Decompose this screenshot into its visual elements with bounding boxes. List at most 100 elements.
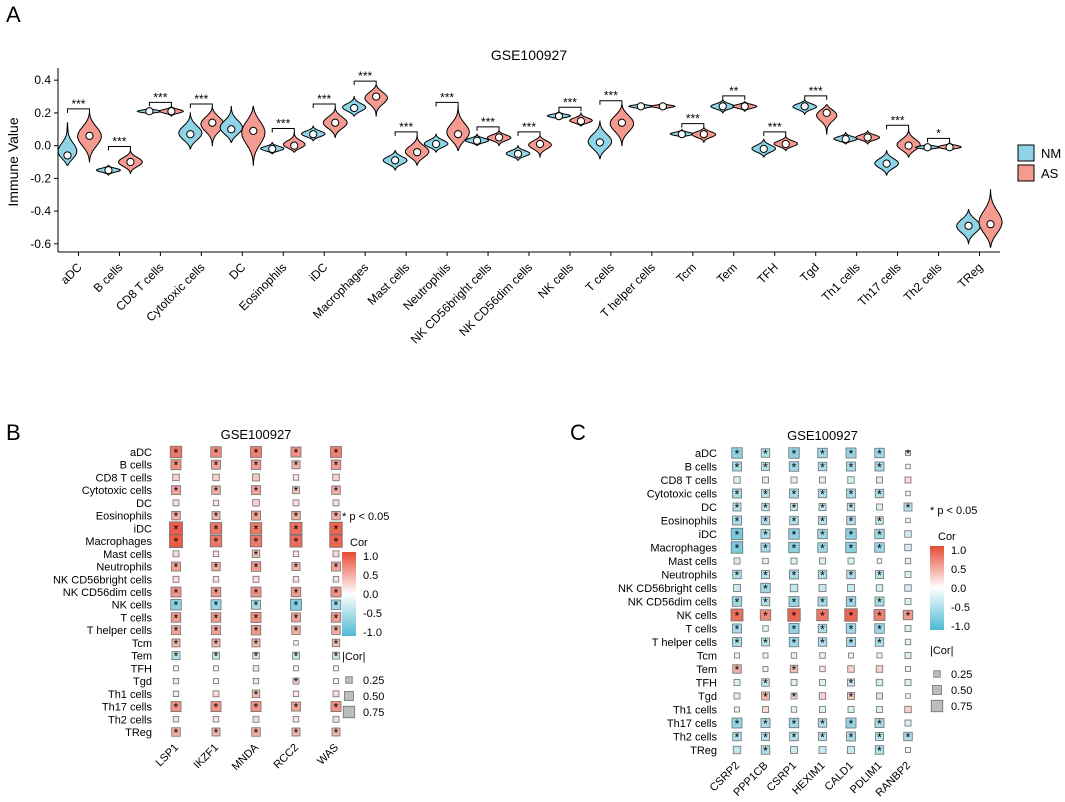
cor-cell-t-cells-rcc2	[291, 612, 301, 623]
median-point-nm-t-helper-cells	[636, 102, 645, 111]
sig-star-b-cells-csrp1: *	[792, 461, 797, 475]
significance-label-eosinophils: ***	[276, 117, 290, 131]
cor-cell-tcm-was	[331, 638, 341, 648]
median-point-nm-th1-cells	[841, 134, 850, 144]
sig-star-cytotoxic-cells-ppp1cb: *	[763, 488, 768, 502]
cor-cell-th1-cells-mnda	[251, 689, 261, 698]
cor-cell-th2-cells-hexim1	[818, 732, 827, 741]
sig-star-t-helper-cells-ikzf1: *	[214, 624, 219, 638]
sig-star-tfh-ppp1cb: *	[763, 677, 768, 691]
significance-label-nk-cd56bright-cells: ***	[481, 115, 495, 129]
sig-star-tgd-csrp1: *	[792, 690, 797, 704]
row-label-tem: Tem	[696, 664, 717, 676]
cor-cell-tgd-lsp1	[172, 677, 180, 685]
sig-star-t-cells-lsp1: *	[174, 611, 179, 625]
cor-cell-nk-cells-csrp1	[787, 608, 801, 622]
cor-cell-adc-rcc2	[290, 446, 302, 458]
panel-label-b: B	[6, 420, 21, 445]
significance-bracket-b-cells	[107, 146, 131, 151]
heatmap-c-cor-title: Cor	[938, 531, 956, 543]
sig-star-dc-csrp1: *	[792, 501, 797, 515]
cor-cell-adc-was	[330, 446, 342, 458]
cor-cell-tcm-ikzf1	[211, 638, 221, 648]
cor-cell-nk-cd56bright-cells-ikzf1	[212, 576, 220, 583]
sig-star-macrophages-hexim1: *	[820, 542, 825, 556]
sig-star-macrophages-ikzf1: *	[214, 535, 219, 549]
sig-star-eosinophils-mnda: *	[254, 510, 259, 524]
sig-star-treg-ikzf1: *	[214, 726, 219, 740]
median-point-nm-b-cells	[104, 166, 113, 175]
cor-cell-macrophages-lsp1	[169, 534, 183, 548]
sig-star-eosinophils-csrp1: *	[792, 515, 797, 529]
cor-cell-b-cells-csrp1	[788, 461, 800, 472]
sig-star-neutrophils-mnda: *	[254, 561, 259, 575]
sig-star-nk-cd56dim-cells-lsp1: *	[174, 586, 179, 600]
cor-cell-b-cells-hexim1	[817, 461, 828, 472]
sig-star-idc-cald1: *	[849, 528, 854, 542]
cor-cell-macrophages-ppp1cb	[760, 542, 771, 553]
row-label-neutrophils: Neutrophils	[661, 570, 717, 582]
cor-cell-cd8-t-cells-cald1	[847, 476, 855, 484]
significance-label-tfh: ***	[768, 120, 782, 134]
sig-star-eosinophils-cald1: *	[849, 515, 854, 529]
sig-star-macrophages-rcc2: *	[294, 535, 299, 549]
median-point-nm-cd8-t-cells	[145, 107, 154, 116]
significance-bracket-adc	[66, 108, 90, 113]
cor-cell-th2-cells-csrp1	[789, 731, 799, 742]
row-label-nk-cells: NK cells	[677, 610, 718, 622]
cor-cell-tgd-pdlim1	[876, 692, 883, 700]
cor-cell-nk-cd56dim-cells-rcc2	[290, 586, 302, 598]
sig-star-adc-csrp1: *	[792, 447, 797, 461]
sig-star-neutrophils-lsp1: *	[174, 561, 179, 575]
cor-cell-nk-cells-cald1	[844, 608, 858, 622]
cor-cell-t-helper-cells-csrp2	[732, 637, 742, 647]
row-label-eosinophils: Eosinophils	[661, 516, 718, 528]
sig-star-neutrophils-was: *	[334, 561, 339, 575]
cor-cell-idc-ppp1cb	[760, 529, 771, 539]
median-point-as-th1-cells	[863, 133, 872, 142]
col-label-was: WAS	[315, 742, 341, 768]
cor-cell-dc-csrp2	[732, 502, 742, 512]
sig-star-th17-cells-ikzf1: *	[214, 701, 219, 715]
cor-cell-nk-cd56dim-cells-pdlim1	[874, 596, 885, 607]
row-label-macrophages: Macrophages	[85, 536, 152, 548]
median-point-as-tem	[740, 102, 749, 111]
cor-cell-t-helper-cells-was	[331, 625, 341, 635]
cor-cell-nk-cd56dim-cells-was	[330, 586, 342, 598]
significance-label-neutrophils: ***	[440, 90, 454, 104]
cor-cell-t-helper-cells-mnda	[250, 625, 262, 636]
sig-star-macrophages-pdlim1: *	[877, 542, 882, 556]
heatmap-b-cor-title: Cor	[350, 537, 368, 549]
sig-star-nk-cd56dim-cells-rcc2: *	[294, 586, 299, 600]
sig-star-treg-rcc2: *	[294, 726, 299, 740]
row-label-mast-cells: Mast cells	[668, 556, 717, 568]
sig-star-treg-ppp1cb: *	[763, 744, 768, 758]
cor-cell-mast-cells-lsp1	[172, 550, 180, 558]
cor-cell-idc-cald1	[845, 528, 857, 540]
sig-star-cytotoxic-cells-cald1: *	[849, 488, 854, 502]
row-label-b-cells: B cells	[685, 462, 718, 474]
cor-cell-cd8-t-cells-hexim1	[819, 476, 826, 484]
cor-cell-nk-cd56bright-cells-mnda	[252, 575, 260, 583]
cor-cell-eosinophils-ranbp2	[905, 517, 911, 524]
cor-cell-b-cells-csrp2	[732, 461, 742, 472]
sig-star-t-cells-hexim1: *	[820, 623, 825, 637]
cor-cell-nk-cells-was	[330, 599, 342, 610]
sig-star-adc-cald1: *	[849, 447, 854, 461]
cor-cell-neutrophils-was	[331, 561, 341, 572]
sig-star-tgd-cald1: *	[849, 690, 854, 704]
cor-cell-adc-pdlim1	[874, 447, 885, 459]
significance-bracket-cytotoxic-cells	[189, 103, 213, 108]
median-point-as-t-helper-cells	[658, 102, 667, 111]
cor-cell-treg-lsp1	[171, 727, 181, 737]
sig-star-adc-ikzf1: *	[214, 446, 219, 460]
cor-cell-tem-rcc2	[292, 651, 300, 660]
cor-cell-t-cells-ranbp2	[904, 625, 912, 632]
cor-cell-nk-cd56bright-cells-csrp1	[789, 583, 799, 593]
sig-star-eosinophils-ikzf1: *	[214, 510, 219, 524]
median-point-as-neutrophils	[453, 130, 463, 139]
sig-star-macrophages-cald1: *	[849, 542, 854, 556]
violin-as-dc	[241, 105, 266, 166]
col-label-lsp1: LSP1	[154, 742, 182, 770]
